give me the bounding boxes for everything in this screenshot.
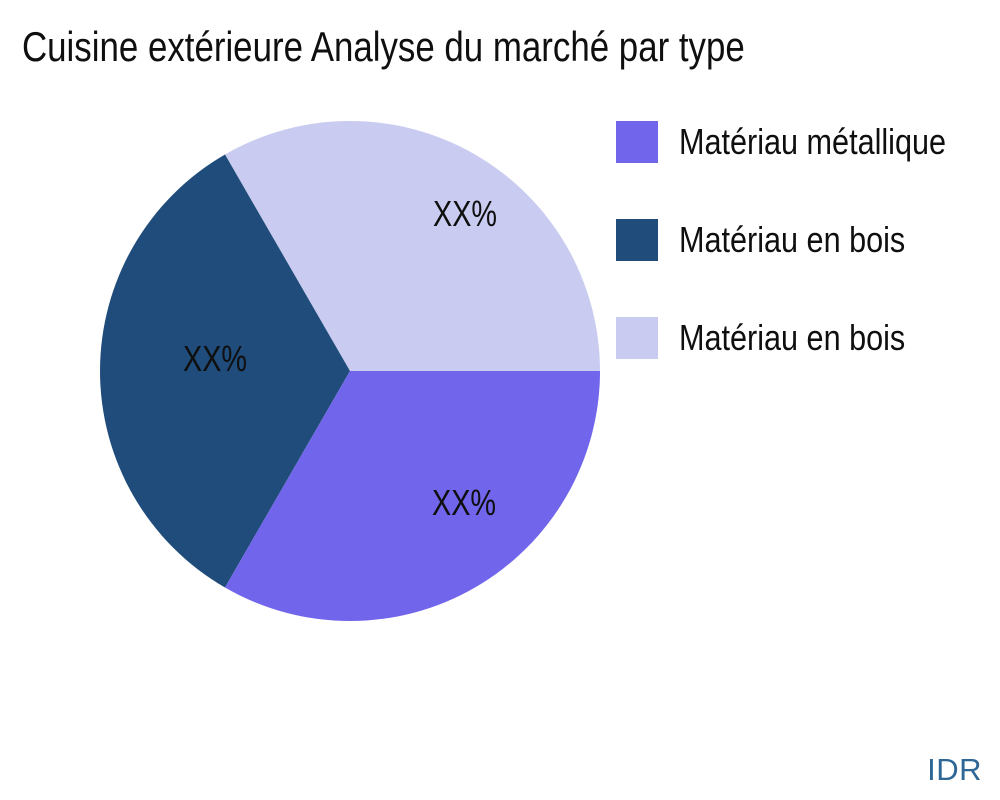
pie-slice-metallic bbox=[225, 371, 600, 621]
legend-label-wood-light: Matériau en bois bbox=[679, 317, 906, 358]
legend-swatch-wood-dark-icon bbox=[616, 219, 658, 261]
pie-slice-wood-dark bbox=[100, 154, 350, 588]
legend-item-metallic: Matériau métallique bbox=[616, 121, 993, 163]
legend: Matériau métallique Matériau en bois Mat… bbox=[616, 121, 993, 415]
legend-swatch-metallic-icon bbox=[616, 121, 658, 163]
legend-swatch-metallic-rect bbox=[616, 121, 658, 163]
legend-swatch-wood-light-rect bbox=[616, 317, 658, 359]
pie-slice-wood-light bbox=[225, 121, 600, 371]
slice-value-label-wood-light: XX% bbox=[432, 193, 498, 234]
chart-title: Cuisine extérieure Analyse du marché par… bbox=[22, 23, 745, 70]
watermark-idr: IDR bbox=[927, 752, 982, 787]
slice-value-label-metallic: XX% bbox=[431, 482, 497, 523]
legend-swatch-wood-dark-rect bbox=[616, 219, 658, 261]
legend-swatch-wood-light-icon bbox=[616, 317, 658, 359]
legend-label-wood-dark: Matériau en bois bbox=[679, 219, 906, 260]
legend-item-wood-light: Matériau en bois bbox=[616, 317, 993, 359]
legend-label-metallic: Matériau métallique bbox=[679, 121, 947, 162]
slice-value-label-wood-dark: XX% bbox=[182, 338, 248, 379]
legend-item-wood-dark: Matériau en bois bbox=[616, 219, 993, 261]
